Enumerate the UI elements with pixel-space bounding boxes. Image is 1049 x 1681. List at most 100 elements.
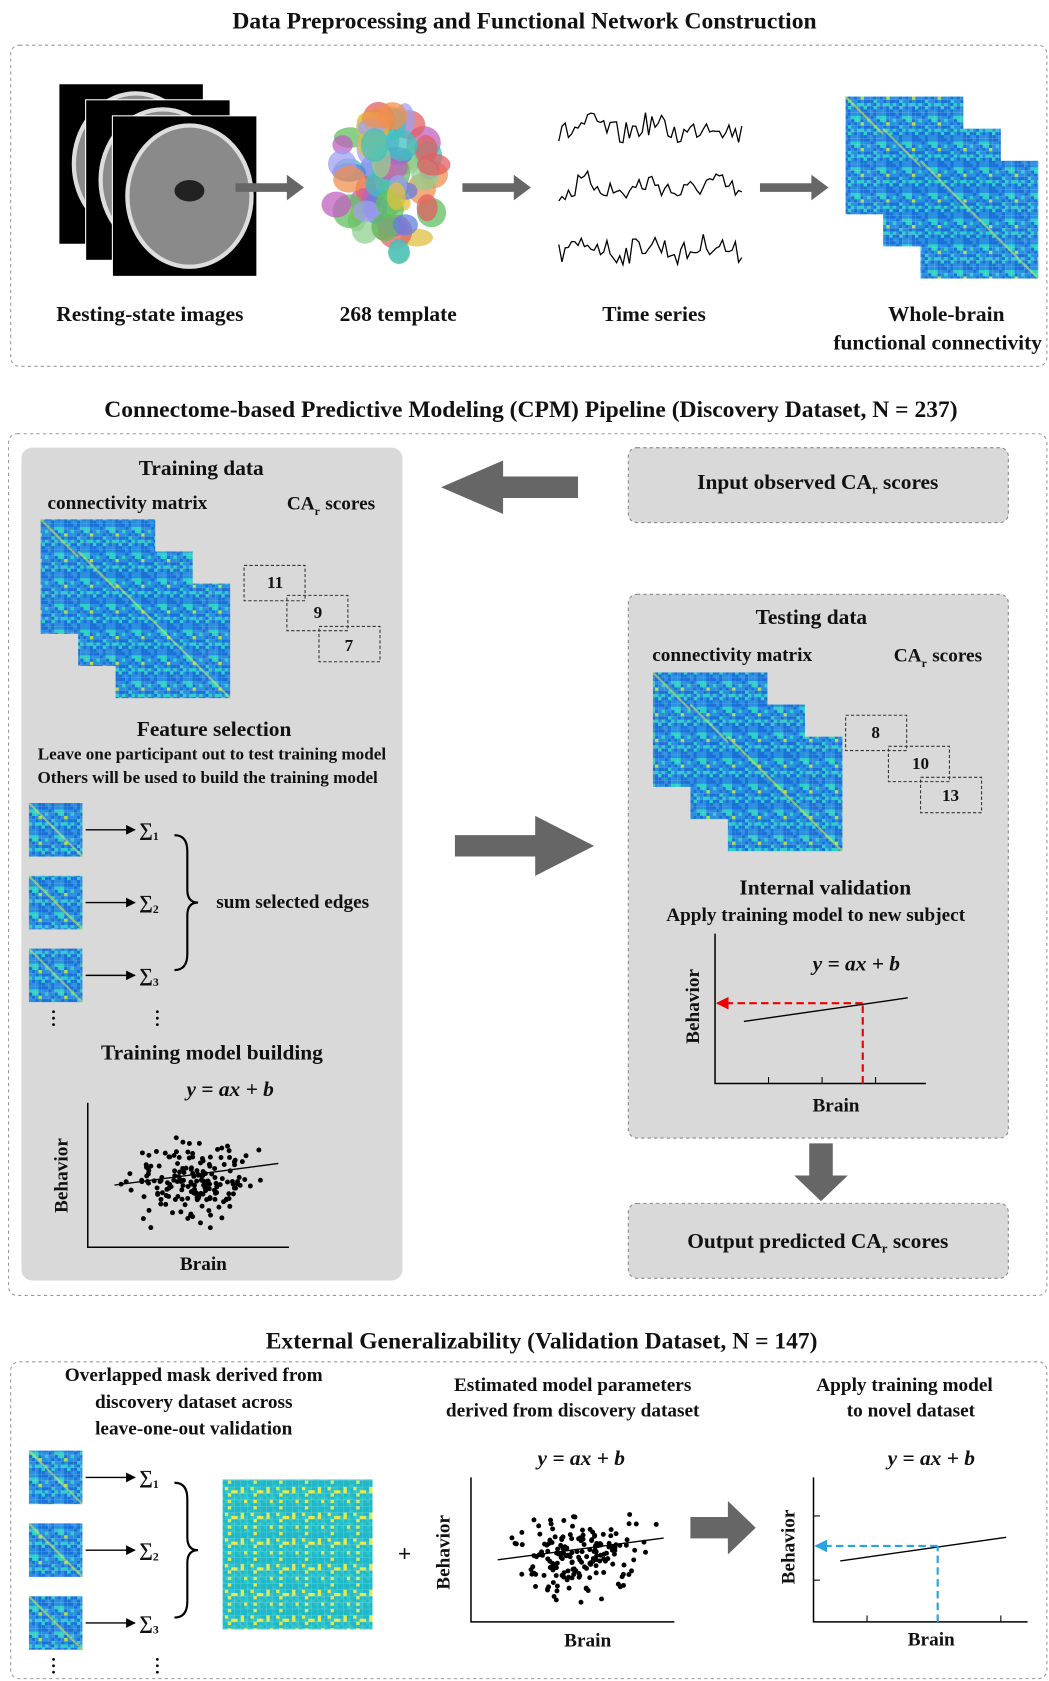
dot	[589, 1537, 595, 1543]
dot	[571, 1514, 576, 1520]
panel-title: Testing data	[756, 605, 868, 629]
dot	[190, 1151, 196, 1156]
dot	[550, 1561, 556, 1567]
axis-label: Brain	[180, 1254, 227, 1275]
dot	[198, 1220, 203, 1226]
dot	[554, 1588, 560, 1594]
dot	[626, 1521, 632, 1527]
dot	[558, 1542, 564, 1548]
subscript: r	[315, 504, 320, 517]
dot	[153, 1149, 159, 1154]
dot	[207, 1225, 213, 1231]
dot	[613, 1531, 619, 1537]
dot	[178, 1209, 184, 1215]
dot	[189, 1165, 194, 1171]
arrow	[690, 1500, 756, 1555]
sum: ∑1	[139, 819, 159, 842]
dot	[203, 1182, 209, 1188]
dot	[181, 1170, 187, 1175]
sum-index: 2	[153, 903, 159, 916]
axes	[812, 1477, 1028, 1623]
equation: y = ax + b	[885, 1446, 976, 1470]
dot	[574, 1549, 580, 1555]
label: connectivity matrix	[47, 493, 207, 514]
score: 9	[314, 603, 323, 622]
diagonal	[28, 802, 84, 858]
dot	[190, 1154, 196, 1160]
line: derived from discovery dataset	[446, 1401, 700, 1422]
line: leave-one-out validation	[95, 1419, 293, 1440]
dot	[587, 1575, 593, 1581]
mask-selection: ∑1∑2∑3	[28, 1449, 373, 1674]
time-series	[558, 112, 743, 268]
dot	[583, 1586, 589, 1592]
dot	[199, 1156, 205, 1161]
score: 11	[267, 573, 283, 592]
dot	[198, 1160, 203, 1166]
ellipsis-dot	[52, 1023, 55, 1027]
dot	[221, 1162, 227, 1167]
arrow	[759, 174, 829, 201]
sum-symbol: ∑	[139, 965, 153, 986]
region	[392, 214, 418, 236]
line: discovery dataset across	[95, 1392, 293, 1413]
dot	[624, 1537, 630, 1543]
dot	[643, 1549, 648, 1555]
dot	[203, 1188, 209, 1194]
dot	[226, 1148, 232, 1154]
region	[387, 182, 406, 211]
dot	[548, 1517, 553, 1523]
equation: y = ax + b	[810, 952, 901, 976]
ellipsis-dot	[52, 1010, 55, 1014]
text: Output predicted CA	[687, 1229, 882, 1253]
dot	[578, 1535, 584, 1541]
sum-index: 2	[153, 1550, 159, 1563]
section-box	[10, 44, 1048, 367]
label: CAr scores	[287, 493, 376, 517]
sum-symbol: ∑	[139, 1540, 153, 1561]
dot	[548, 1521, 554, 1527]
step-label: functional connectivity	[833, 331, 1042, 355]
ticks	[813, 1515, 1002, 1622]
dot	[229, 1179, 235, 1184]
dot	[537, 1531, 543, 1537]
region	[371, 213, 400, 242]
dot	[218, 1155, 224, 1160]
arrow	[794, 1143, 848, 1202]
dot	[567, 1532, 573, 1538]
dot	[567, 1554, 573, 1560]
dot	[611, 1551, 617, 1557]
dot	[653, 1521, 659, 1527]
dot	[601, 1551, 607, 1557]
dot	[610, 1561, 616, 1567]
brace	[174, 834, 199, 972]
diagonal	[28, 1595, 84, 1651]
dot	[578, 1599, 584, 1605]
matrix-stack	[652, 671, 844, 852]
dot	[186, 1141, 192, 1146]
dot	[561, 1574, 567, 1580]
scatter-plot	[470, 1477, 675, 1623]
dot	[571, 1571, 577, 1577]
dot	[225, 1143, 230, 1149]
dot	[216, 1204, 222, 1210]
ellipsis-dot	[155, 1023, 159, 1027]
dot	[188, 1181, 194, 1187]
wave	[558, 234, 743, 268]
section-title: Connectome-based Predictive Modeling (CP…	[104, 397, 957, 423]
dot	[196, 1140, 202, 1146]
dot	[531, 1517, 537, 1523]
brace	[174, 1481, 199, 1619]
text: CA	[287, 493, 315, 514]
dot	[140, 1216, 146, 1222]
score: 8	[871, 723, 880, 742]
axis-label: Behavior	[434, 1514, 455, 1589]
dot	[560, 1534, 566, 1540]
score: 13	[942, 786, 959, 805]
axes	[714, 933, 926, 1085]
dot	[156, 1163, 162, 1169]
dot	[179, 1187, 185, 1193]
plus: +	[398, 1541, 411, 1567]
dot	[561, 1570, 567, 1576]
